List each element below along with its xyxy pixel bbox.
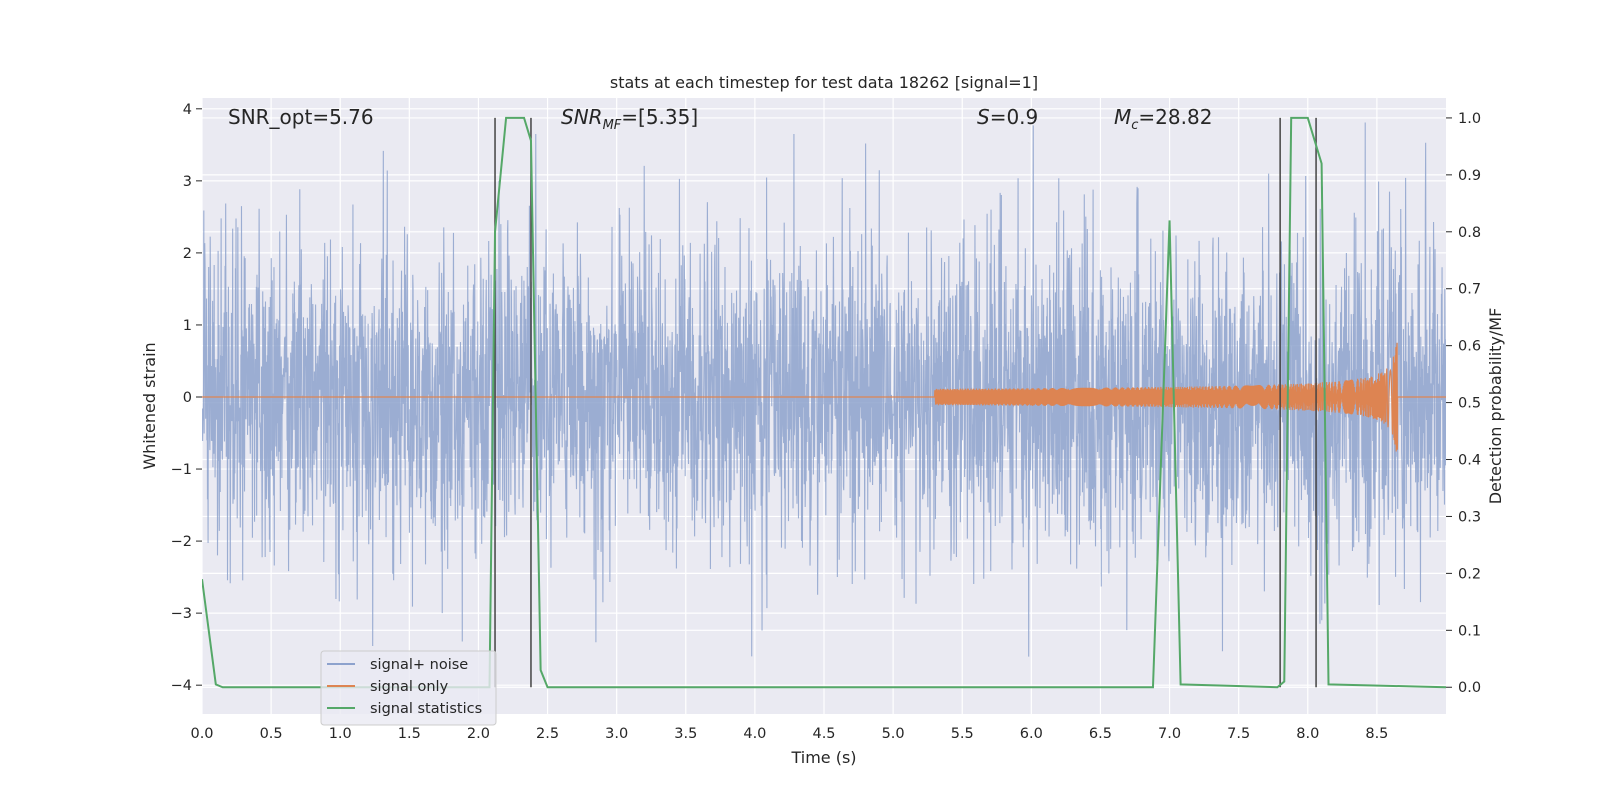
- y-tick-label: 0: [183, 390, 192, 406]
- y-tick-label: 3: [183, 174, 192, 190]
- annotation-snr-mf: SNRMF=[5.35]: [561, 105, 698, 133]
- y2-axis-label: Detection probability/MF: [1486, 308, 1505, 505]
- x-tick-label: 4.5: [812, 726, 835, 742]
- annotation-snr-mf-main: SNR: [561, 105, 603, 129]
- x-tick-label: 7.5: [1227, 726, 1250, 742]
- legend: signal+ noise signal only signal statist…: [320, 650, 497, 726]
- x-tick-label: 6.0: [1020, 726, 1043, 742]
- series-layer: [202, 116, 1446, 689]
- y-tick-label: 4: [183, 102, 192, 118]
- y-tick-label: 2: [183, 246, 192, 262]
- legend-label-signal-only: signal only: [370, 679, 449, 695]
- x-tick-label: 1.0: [329, 726, 352, 742]
- annotation-mc-value: =28.82: [1138, 105, 1212, 129]
- x-tick-label: 0.5: [260, 726, 283, 742]
- annotation-snr-mf-value: =[5.35]: [621, 105, 698, 129]
- x-tick-label: 2.5: [536, 726, 559, 742]
- y2-tick-label: 0.1: [1458, 623, 1481, 639]
- y2-tick-label: 0.0: [1458, 680, 1481, 696]
- x-axis-ticks: 0.0 0.5 1.0 1.5 2.0 2.5 3.0 3.5 4.0 4.5 5.0 5.5 6.0 6…: [190, 726, 1388, 742]
- x-tick-label: 0.0: [190, 726, 213, 742]
- annotation-s-value: =0.9: [990, 105, 1039, 129]
- annotation-mc: Mc=28.82: [1114, 105, 1212, 133]
- y2-tick-label: 0.9: [1458, 168, 1481, 184]
- y2-tick-label: 0.7: [1458, 282, 1481, 298]
- annotation-s: S=0.9: [977, 105, 1038, 129]
- series-signal-noise: [202, 122, 1446, 657]
- y2-tick-label: 1.0: [1458, 111, 1481, 127]
- annotation-snr-mf-sub: MF: [603, 118, 622, 133]
- annotation-snr-opt: SNR_opt=5.76: [228, 105, 374, 129]
- chart-title: stats at each timestep for test data 182…: [610, 73, 1038, 92]
- series-signal-statistics: [202, 116, 1446, 689]
- x-tick-label: 7.0: [1158, 726, 1181, 742]
- y2-tick-label: 0.6: [1458, 339, 1481, 355]
- y2-tick-label: 0.2: [1458, 566, 1481, 582]
- x-tick-label: 8.5: [1365, 726, 1388, 742]
- annotation-mc-sub: c: [1131, 118, 1138, 133]
- x-tick-label: 3.0: [605, 726, 628, 742]
- y2-tick-label: 0.3: [1458, 509, 1481, 525]
- y-axis-label: Whitened strain: [140, 342, 159, 469]
- annotation-s-var: S: [977, 105, 990, 129]
- x-tick-label: 5.0: [882, 726, 905, 742]
- x-tick-label: 3.5: [674, 726, 697, 742]
- x-tick-label: 5.5: [951, 726, 974, 742]
- x-tick-label: 6.5: [1089, 726, 1112, 742]
- y2-tick-label: 0.4: [1458, 453, 1481, 469]
- x-tick-label: 8.0: [1296, 726, 1319, 742]
- y-tick-label: −2: [171, 534, 192, 550]
- legend-label-signal-noise: signal+ noise: [370, 657, 468, 673]
- x-tick-label: 1.5: [398, 726, 421, 742]
- annotation-mc-main: M: [1114, 105, 1131, 129]
- y-tick-label: −1: [171, 462, 192, 478]
- y-tick-label: 1: [183, 318, 192, 334]
- series-signal-only: [202, 342, 1446, 452]
- legend-label-signal-statistics: signal statistics: [370, 701, 482, 717]
- legend-box: [320, 650, 497, 726]
- y-tick-label: −3: [171, 606, 192, 622]
- x-tick-label: 4.0: [743, 726, 766, 742]
- y2-tick-label: 0.5: [1458, 396, 1481, 412]
- y2-tick-label: 0.8: [1458, 225, 1481, 241]
- x-axis-label: Time (s): [790, 748, 856, 767]
- right-axis-ticks: 0.0 0.1 0.2 0.3 0.4 0.5 0.6 0.7 0.8 0.9 1.0: [1446, 111, 1481, 696]
- y-tick-label: −4: [171, 678, 192, 694]
- x-tick-label: 2.0: [467, 726, 490, 742]
- left-axis-ticks: −4 −3 −2 −1 0 1 2 3 4: [171, 102, 202, 694]
